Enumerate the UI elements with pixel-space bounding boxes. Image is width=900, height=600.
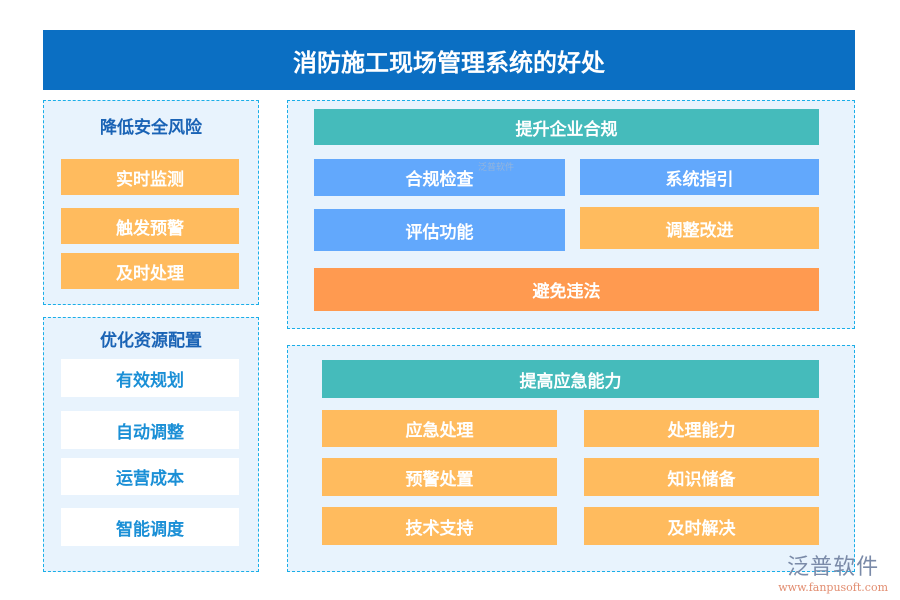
item: 自动调整	[61, 411, 239, 449]
item: 智能调度	[61, 508, 239, 546]
item: 预警处置	[322, 458, 557, 496]
item: 处理能力	[584, 410, 819, 447]
item: 技术支持	[322, 507, 557, 545]
item: 评估功能	[314, 209, 565, 251]
panel-title: 提升企业合规	[314, 109, 819, 145]
panel-title: 提高应急能力	[322, 360, 819, 398]
item: 调整改进	[580, 207, 819, 249]
item: 知识储备	[584, 458, 819, 496]
item: 触发预警	[61, 208, 239, 244]
item: 实时监测	[61, 159, 239, 195]
watermark: 泛普软件	[478, 163, 515, 173]
item: 及时解决	[584, 507, 819, 545]
item: 有效规划	[61, 359, 239, 397]
item: 及时处理	[61, 253, 239, 289]
logo-name: 泛普软件	[787, 555, 880, 580]
item: 运营成本	[61, 458, 239, 495]
item-footer: 避免违法	[314, 268, 819, 311]
panel-title: 优化资源配置	[100, 331, 202, 351]
logo: 泛普软件 www.fanpusoft.com	[778, 549, 888, 594]
page-title: 消防施工现场管理系统的好处	[43, 30, 855, 90]
panel-title: 降低安全风险	[100, 118, 202, 138]
item: 应急处理	[322, 410, 557, 447]
logo-url: www.fanpusoft.com	[778, 581, 888, 594]
item: 合规检查	[314, 159, 565, 196]
item: 系统指引	[580, 159, 819, 195]
